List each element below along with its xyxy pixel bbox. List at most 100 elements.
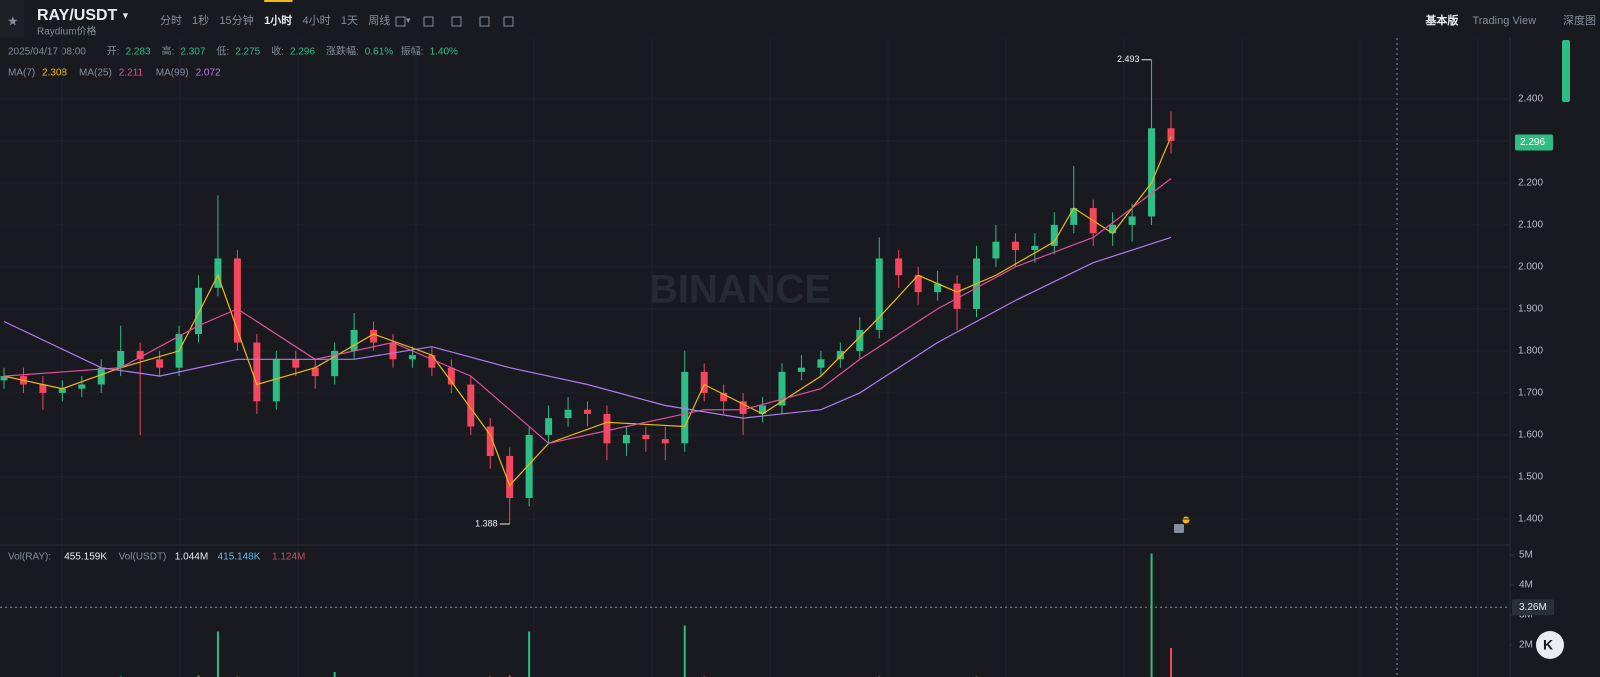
ma-legend-value: 2.211 [119,68,144,79]
volume-bar [1150,553,1153,677]
volume-bar [683,625,686,677]
crosshair-label: 3.26M [1519,602,1547,613]
vol-legend-value: 415.148K [218,552,261,563]
candle-body [836,350,844,360]
info-value: 2.283 [126,47,151,58]
subtitle[interactable]: Raydium价格 [37,25,96,38]
interval-tab[interactable]: 15分钟 [219,13,253,27]
candle-body [1011,241,1019,251]
event-icon[interactable] [1174,524,1184,533]
candle-body [895,258,903,276]
crosshair-box [1512,599,1554,616]
candle-body [58,388,66,393]
candle-body [584,409,591,414]
candle-body [253,342,261,402]
info-value: 2.275 [235,47,260,58]
tool-icon[interactable] [479,16,490,27]
view-tab[interactable]: Trading View [1472,15,1536,27]
candle-body [797,367,805,372]
candle-body [428,355,436,368]
candle-body [447,367,455,385]
candle-body [953,283,961,309]
tool-icon[interactable] [423,16,434,27]
info-label: 涨跌幅: [326,45,359,58]
tool-icon[interactable] [395,16,406,27]
interval-tab[interactable]: 分时 [160,14,182,27]
view-tab[interactable]: 基本版 [1424,13,1458,27]
volume-bar [528,631,531,677]
candle-body [350,329,358,351]
candle-body [817,359,825,368]
tool-icon[interactable] [451,16,462,27]
favorite-box[interactable] [0,0,24,38]
info-value: 0.61% [365,47,393,58]
volume-bar [508,675,511,677]
y-tick-label: 1.900 [1518,304,1543,315]
vol-legend-label: Vol(RAY): [8,552,51,563]
candle-body [331,350,339,377]
candle-body [603,413,611,444]
interval-tab[interactable]: 周线 [368,13,390,27]
candle-body [1128,216,1136,225]
candle-body [1109,224,1117,234]
ma-line [3,236,1172,419]
interval-tab[interactable]: 1小时 [264,13,292,27]
interval-tab[interactable]: 4小时 [303,14,331,27]
y-tick-label: 2.100 [1518,219,1543,230]
ma-line [3,136,1172,487]
view-tab[interactable]: 深度图 [1563,13,1596,27]
candle-body [778,371,786,406]
candle-body [156,359,164,368]
star-icon[interactable]: ★ [7,13,19,28]
high-label: 2.493 [1117,54,1140,64]
candle-body [486,426,494,456]
volume-bar [333,672,336,677]
candle-body [681,371,689,444]
y-tick-label: 1.400 [1518,514,1543,525]
candle-body [311,367,319,377]
info-label: 振幅: [401,45,424,58]
interval-tab[interactable]: 1秒 [192,13,209,27]
info-label: 收: [271,45,284,58]
candle-body [720,392,728,402]
ma-legend-value: 2.072 [196,68,221,79]
volume-bar [197,675,200,677]
candle-body [700,371,708,393]
low-label: 1.388 [475,518,498,528]
y-tick-label: 1.800 [1518,346,1543,357]
info-label: 高: [162,45,175,58]
symbol-dropdown[interactable]: ▼ [121,10,130,20]
active-underline [264,0,293,2]
more-dropdown[interactable]: ▼ [404,16,412,25]
logo-badge[interactable] [1536,631,1564,659]
tool-icon[interactable] [503,16,514,27]
ma-legend-name: MA(7) [8,68,35,79]
volume-bar [1170,648,1172,677]
event-dot[interactable] [1182,516,1190,524]
scroll-indicator [1562,40,1570,102]
info-value: 2.307 [180,47,205,58]
vol-legend-value: 455.159K [64,552,107,563]
symbol[interactable]: RAY/USDT [37,7,118,24]
y-tick-label: 1.500 [1518,472,1543,483]
vol-legend-label: Vol(USDT) [119,552,167,563]
candle-body [233,258,241,343]
y-tick-label: 1.700 [1518,388,1543,399]
candle-body [272,359,280,402]
candle-body [370,329,378,343]
logo-letter: K [1543,637,1553,653]
candle-body [992,241,1000,259]
candle-body [467,384,475,427]
interval-tab[interactable]: 1天 [341,15,358,27]
candle-body [1031,245,1039,251]
vol-tick-label: 5M [1519,550,1533,561]
candle-body [622,434,630,444]
candle-body [642,434,650,440]
candle-body [214,258,222,288]
ma-line [3,178,1172,444]
volume-bar [216,631,219,677]
y-tick-label: 1.600 [1518,430,1543,441]
